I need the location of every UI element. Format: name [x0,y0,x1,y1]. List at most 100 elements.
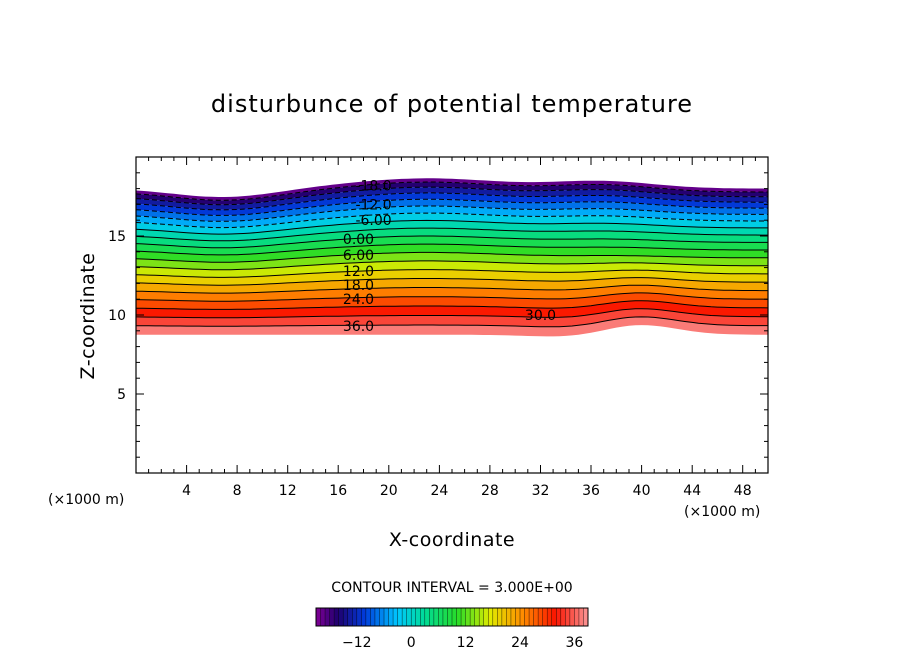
contour-line [136,212,768,229]
contour-line [136,300,768,310]
colorbar-segment [388,608,394,626]
colorbar-segment [356,608,362,626]
colorbar-segment [347,608,353,626]
colorbar-segment [397,608,403,626]
colorbar-segment [429,608,435,626]
contour-line [136,269,768,278]
contour-label: 18.0 [343,278,374,294]
colorbar-segment [488,608,494,626]
contour-band [136,260,768,278]
contour-band [136,285,768,302]
colorbar-segment [574,608,580,626]
contour-line [136,198,768,216]
colorbar-segment [547,608,553,626]
y-tick-label: 10 [108,308,126,324]
contour-band [136,316,768,337]
colorbar-segment [479,608,485,626]
contour-line [136,284,768,294]
colorbar-segment [474,608,480,626]
x-tick-label: 36 [582,483,600,499]
contour-band [136,308,768,327]
colorbar-segment [524,608,530,626]
y-tick-label: 15 [108,229,126,245]
contour-fill-bands [136,178,768,337]
contour-band [136,236,768,255]
x-tick-label: 8 [233,483,242,499]
contour-band [136,178,768,201]
colorbar-segment [551,608,557,626]
x-tick-label: 40 [633,483,651,499]
colorbar-segment [384,608,389,626]
colorbar-segment [338,608,344,626]
colorbar-segment [515,608,521,626]
contour-band [136,187,768,210]
x-tick-label: 28 [481,483,499,499]
colorbar-segment [320,608,326,626]
colorbar-segment [352,608,358,626]
colorbar-segment [506,608,512,626]
colorbar-segment [406,608,412,626]
colorbar-segment [510,608,516,626]
colorbar-segment [370,608,376,626]
colorbar-segment [529,608,534,626]
colorbar-tick-label: 0 [407,635,416,651]
contour-band [136,192,768,216]
contour-band [136,277,768,294]
colorbar-segment [447,608,453,626]
colorbar-segment [556,608,562,626]
contour-band [136,199,768,222]
contour-label: 30.0 [525,308,556,324]
colorbar-tick-label: 12 [457,635,475,651]
x-axis-label: X-coordinate [389,529,515,551]
contour-line [136,181,768,201]
contour-line [136,227,768,242]
colorbar-tick-label: −12 [342,635,372,651]
contour-band [136,213,768,235]
colorbar-segment [415,608,421,626]
y-tick-label: 5 [117,387,126,403]
colorbar: −12 0 12 24 36 [315,607,589,651]
x-tick-label: 12 [279,483,297,499]
colorbar-segment [560,608,566,626]
colorbar-segment [456,608,462,626]
colorbar-segment [492,608,498,626]
contour-line [136,205,768,222]
colorbar-segment [433,608,439,626]
colorbar-segment [533,608,539,626]
colorbar-segment [538,608,543,626]
colorbar-segment [497,608,503,626]
x-tick-label: 24 [430,483,448,499]
contour-line [136,219,768,235]
contour-line [136,316,768,328]
colorbar-segment [542,608,548,626]
colorbar-frame [315,607,589,627]
contour-line [136,308,768,319]
colorbar-segment [461,608,466,626]
contour-line [136,192,768,211]
x-tick-label: 44 [683,483,701,499]
colorbar-segment [470,608,475,626]
chart-title: disturbunce of potential temperature [211,90,693,118]
contour-band [136,269,768,286]
contour-band [136,206,768,228]
colorbar-tick-label: 24 [511,635,529,651]
colorbar-segment [329,608,335,626]
contour-line [136,235,768,249]
contour-line [136,186,768,206]
contour-lines [136,181,768,328]
colorbar-segment [569,608,575,626]
colorbar-segment [520,608,525,626]
colorbar-segment [316,608,321,626]
contour-label: -18.0 [355,178,391,194]
x-axis-unit-label: (×1000 m) [684,504,760,520]
contour-label: 36.0 [343,319,374,335]
colorbar-segment [325,608,330,626]
colorbar-segment [565,608,571,626]
contour-band [136,292,768,310]
contour-label: -12.0 [355,197,391,213]
contour-label: 24.0 [343,292,374,308]
x-tick-label: 16 [329,483,347,499]
colorbar-segment [438,608,444,626]
x-tick-label: 32 [532,483,550,499]
